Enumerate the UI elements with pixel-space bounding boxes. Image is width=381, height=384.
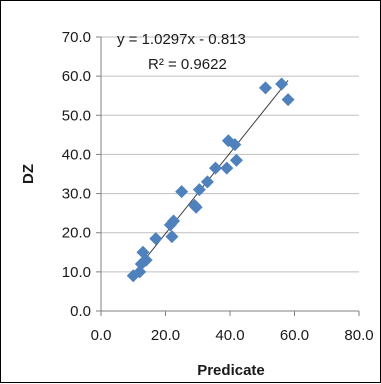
data-point bbox=[228, 138, 242, 152]
data-point bbox=[139, 253, 153, 267]
tick-labels: 0.0 10.0 20.0 30.0 40.0 50.0 60.0 70.0 0.0 20.0 40… bbox=[62, 29, 374, 344]
data-point bbox=[258, 81, 272, 95]
data-point bbox=[167, 214, 181, 228]
y-tick-label: 30.0 bbox=[62, 186, 91, 203]
y-tick-label: 20.0 bbox=[62, 225, 91, 242]
y-tick-label: 40.0 bbox=[62, 146, 91, 163]
x-tick-label: 80.0 bbox=[344, 327, 373, 344]
data-point bbox=[281, 93, 295, 107]
data-point bbox=[275, 77, 289, 91]
data-point bbox=[220, 161, 234, 175]
data-point bbox=[229, 153, 243, 167]
data-point bbox=[200, 175, 214, 189]
r-squared-label: R² = 0.9622 bbox=[148, 56, 227, 73]
y-tick-label: 0.0 bbox=[70, 303, 91, 320]
y-tick-label: 10.0 bbox=[62, 264, 91, 281]
trendline-equation: y = 1.0297x - 0.813 bbox=[117, 31, 246, 48]
x-tick-label: 20.0 bbox=[151, 327, 180, 344]
gridlines bbox=[101, 36, 359, 273]
y-tick-label: 60.0 bbox=[62, 68, 91, 85]
y-tick-label: 70.0 bbox=[62, 29, 91, 46]
data-point bbox=[149, 232, 163, 246]
data-point bbox=[175, 185, 189, 199]
data-point bbox=[192, 183, 206, 197]
data-point bbox=[165, 230, 179, 244]
x-tick-label: 0.0 bbox=[91, 327, 112, 344]
x-axis-title: Predicate bbox=[197, 362, 265, 379]
x-tick-label: 60.0 bbox=[280, 327, 309, 344]
data-point bbox=[208, 161, 222, 175]
data-points bbox=[126, 77, 295, 283]
data-point bbox=[189, 200, 203, 214]
axes bbox=[96, 36, 360, 316]
x-tick-label: 40.0 bbox=[215, 327, 244, 344]
y-axis-title: DZ bbox=[20, 164, 37, 184]
y-tick-label: 50.0 bbox=[62, 107, 91, 124]
